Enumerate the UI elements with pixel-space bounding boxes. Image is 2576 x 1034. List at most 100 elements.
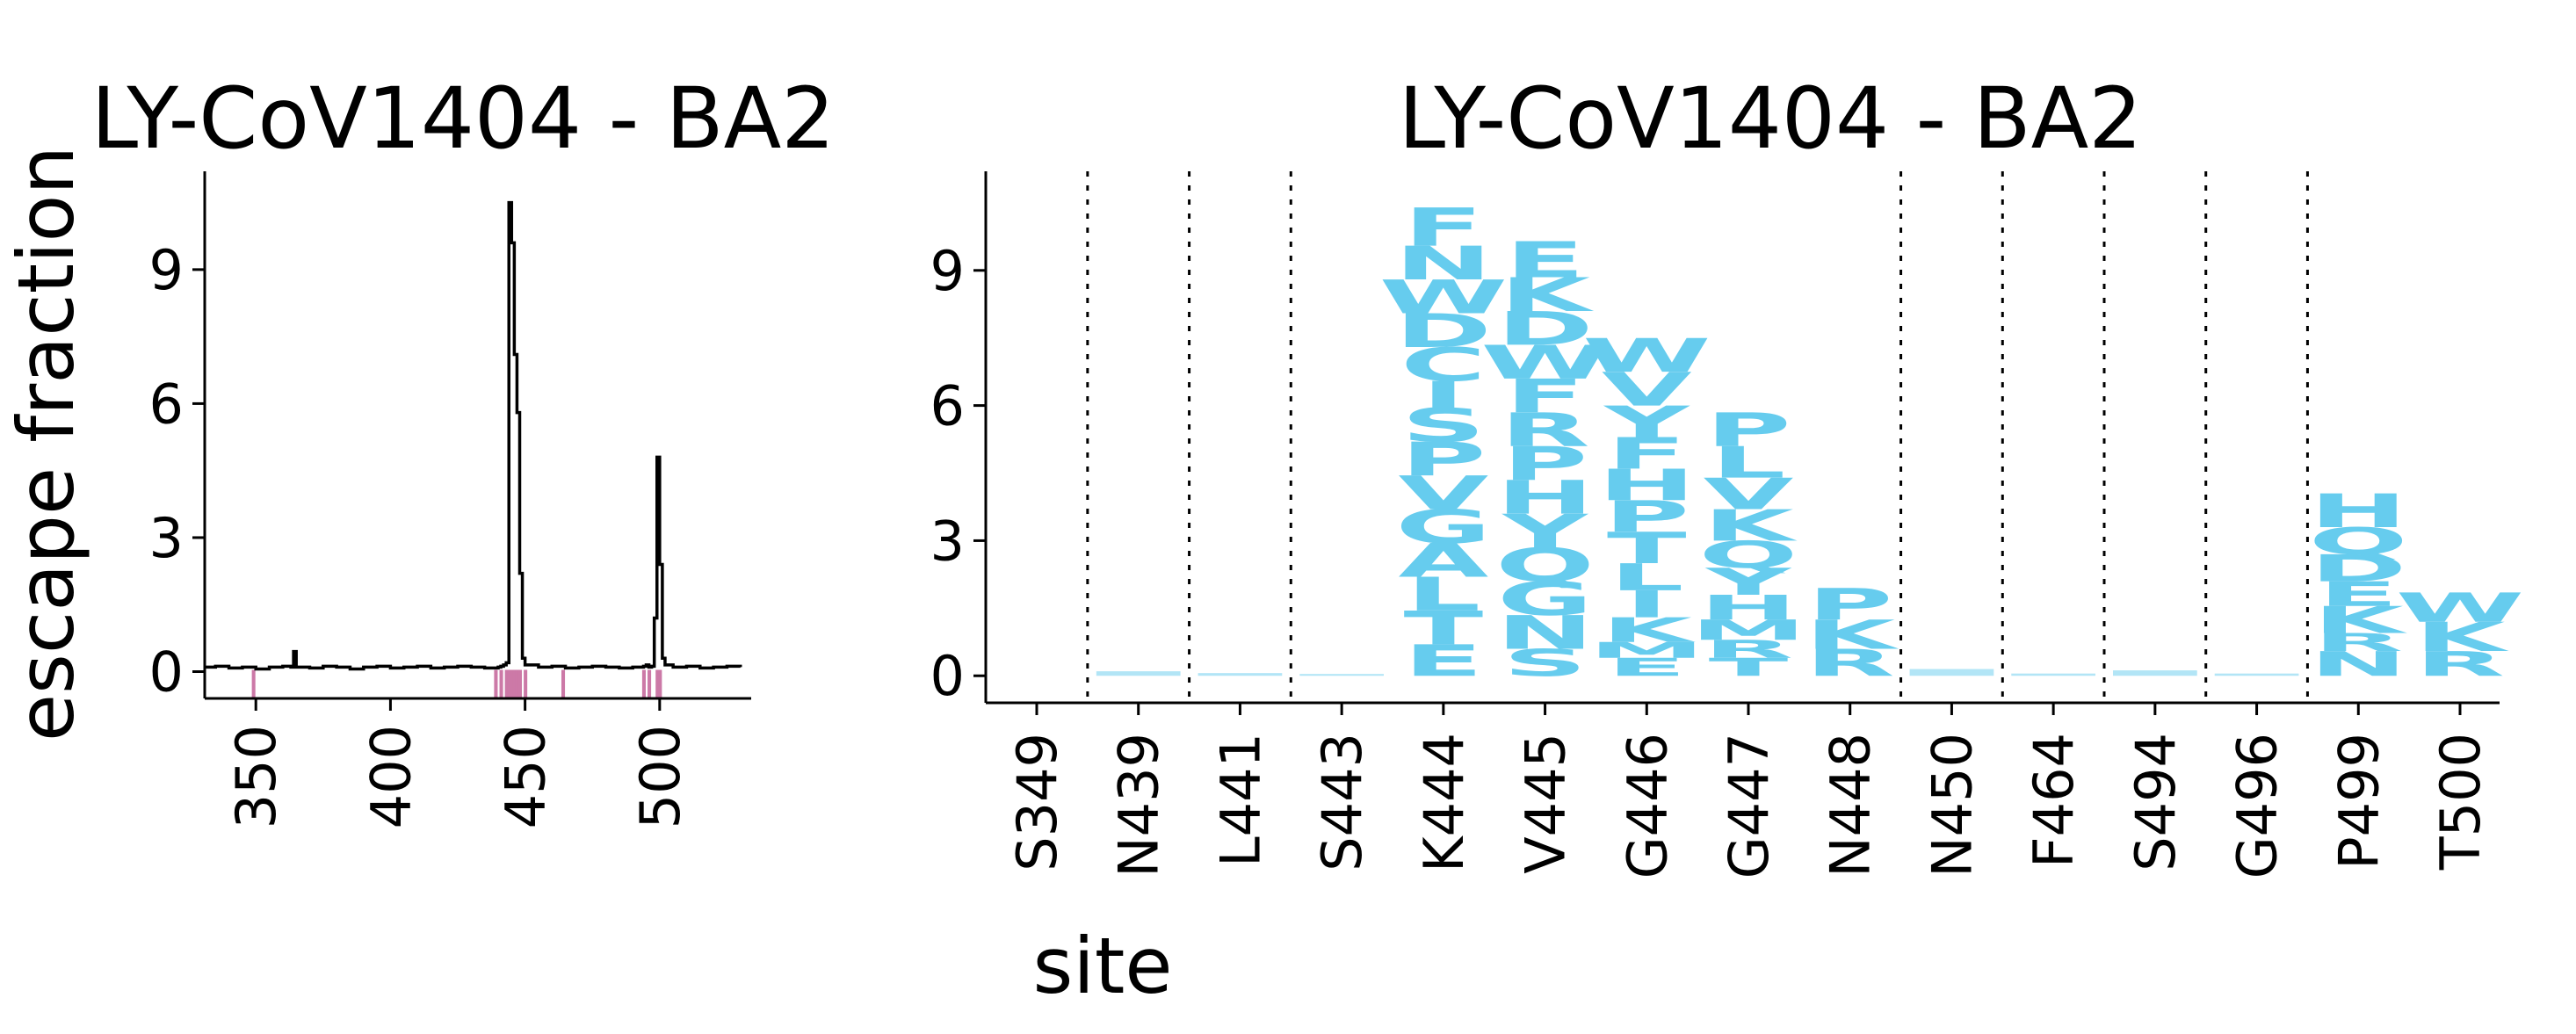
site-label: V445 xyxy=(1514,733,1578,874)
logo-panel-title: LY-CoV1404 - BA2 xyxy=(1399,69,2143,168)
logo-letter: R xyxy=(1500,403,1589,457)
logo-letter-minor xyxy=(1909,669,1994,676)
line-panel: LY-CoV1404 - BA2 escape fraction 0 3 6 9 350… xyxy=(1,69,835,828)
site-label: N448 xyxy=(1819,733,1883,878)
site-label: G446 xyxy=(1615,733,1679,879)
logo-letter: Q xyxy=(1699,533,1798,576)
highlight-site xyxy=(655,669,660,698)
logo-letter: R xyxy=(1704,635,1793,664)
y-tick-label: 0 xyxy=(149,640,184,704)
logo-letter: K xyxy=(1704,501,1798,551)
logo-letter-minor xyxy=(2011,673,2095,676)
logo-letter: S xyxy=(1401,399,1486,452)
site-label: S494 xyxy=(2124,733,2188,871)
logo-letter: G xyxy=(1395,500,1491,553)
site-label: N439 xyxy=(1107,733,1171,878)
logo-letter: Q xyxy=(2309,520,2408,563)
site-label: S349 xyxy=(1005,733,1069,871)
logo-letter: E xyxy=(1403,636,1483,686)
x-tick-label: 450 xyxy=(494,725,558,828)
y-tick-label: 0 xyxy=(930,644,965,708)
logo-letter: Y xyxy=(1501,504,1589,558)
logo-letter: R xyxy=(1805,641,1895,684)
logo-stacks: ETLAGVPSICDWNFSNGQYHPRFWDKEEMKILTPHFYVWT… xyxy=(1096,198,2524,686)
line-panel-title: LY-CoV1404 - BA2 xyxy=(91,69,836,168)
line-panel-axes: 0 3 6 9 350 400 450 500 xyxy=(149,171,751,828)
logo-letter: H xyxy=(1699,589,1797,628)
logo-letter: Y xyxy=(1603,397,1690,447)
logo-letter: K xyxy=(1805,612,1899,659)
logo-letter: M xyxy=(1690,614,1806,647)
site-label: F464 xyxy=(2022,733,2086,868)
highlight-site xyxy=(512,669,517,698)
highlight-bars xyxy=(251,669,662,698)
logo-letter: L xyxy=(1610,556,1684,599)
x-tick-label: 400 xyxy=(358,725,423,828)
x-tick-label: 500 xyxy=(628,725,692,828)
site-label: G496 xyxy=(2225,733,2290,879)
highlight-site xyxy=(641,669,646,698)
y-axis-label: escape fraction xyxy=(1,146,91,741)
logo-letter: P xyxy=(1705,403,1791,457)
y-tick-label: 9 xyxy=(149,238,184,302)
logo-letter: K xyxy=(2415,614,2509,661)
logo-letter: P xyxy=(1807,580,1892,630)
logo-letter: H xyxy=(2310,484,2407,538)
logo-panel-axes: 0 3 6 9 S349 N439 L441 S443 K444 V445 G446 G447 N448… xyxy=(930,171,2500,879)
highlight-site xyxy=(524,669,528,698)
logo-letter-minor xyxy=(2113,670,2197,676)
site-label: G447 xyxy=(1717,733,1781,879)
logo-letter: I xyxy=(1422,373,1465,416)
logo-letter-minor xyxy=(1299,674,1384,676)
logo-letter: D xyxy=(1496,301,1593,355)
logo-letter: P xyxy=(1502,437,1588,490)
logo-letter: S xyxy=(1503,641,1588,684)
logo-letter: P xyxy=(1604,492,1690,542)
logo-letter: P xyxy=(1400,432,1486,486)
escape-line xyxy=(205,200,742,671)
logo-letter: D xyxy=(1395,304,1492,358)
highlight-site xyxy=(510,669,514,698)
logo-letter: G xyxy=(1497,572,1593,625)
highlight-site xyxy=(251,669,256,698)
logo-letter: T xyxy=(1404,601,1484,654)
logo-letter: K xyxy=(1602,611,1696,650)
logo-letter: T xyxy=(1709,653,1789,682)
logo-letter: N xyxy=(1394,236,1492,290)
x-axis-label: site xyxy=(1033,921,1173,1011)
site-label: P499 xyxy=(2326,733,2391,870)
logo-letter: W xyxy=(1480,336,1610,389)
y-tick-label: 6 xyxy=(930,374,965,438)
logo-letter-minor xyxy=(1096,671,1181,676)
logo-letter: V xyxy=(1704,469,1794,519)
logo-letter-minor xyxy=(2214,673,2299,676)
logo-letter: E xyxy=(2319,575,2399,614)
site-label: T500 xyxy=(2428,733,2493,871)
x-tick-label: 350 xyxy=(224,725,288,828)
highlight-site xyxy=(658,669,662,698)
logo-letter: N xyxy=(1496,605,1594,659)
logo-letter: Q xyxy=(1495,539,1595,592)
highlight-site xyxy=(494,669,498,698)
logo-letter: D xyxy=(2310,547,2406,590)
logo-letter: F xyxy=(1403,198,1483,259)
logo-letter-minor xyxy=(1198,673,1283,676)
logo-letter: Y xyxy=(1705,560,1793,604)
highlight-site xyxy=(504,669,509,698)
logo-letter: L xyxy=(1407,568,1481,621)
highlight-site xyxy=(515,669,519,698)
site-label: N450 xyxy=(1920,733,1984,878)
highlight-site xyxy=(499,669,503,698)
logo-letter: L xyxy=(1711,437,1786,488)
logo-letter: R xyxy=(2415,645,2505,684)
y-tick-label: 6 xyxy=(149,372,184,436)
y-tick-label: 9 xyxy=(930,239,965,303)
site-label: K444 xyxy=(1412,733,1476,872)
site-label: L441 xyxy=(1208,733,1272,867)
highlight-site xyxy=(507,669,511,698)
logo-letter: N xyxy=(2310,645,2407,684)
y-tick-label: 3 xyxy=(930,509,965,573)
logo-letter: C xyxy=(1400,337,1487,391)
highlight-site xyxy=(648,669,652,698)
